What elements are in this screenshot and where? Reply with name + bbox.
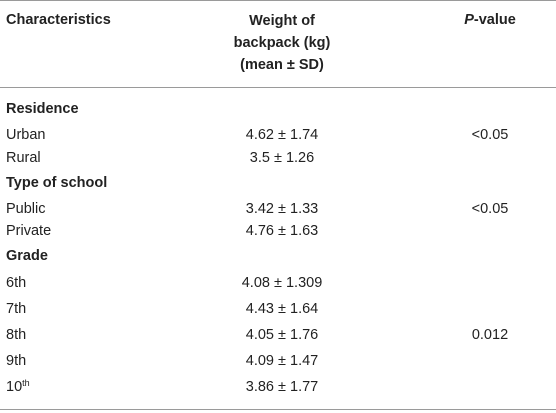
section-grade: Grade [6,248,48,264]
header-rule [0,87,556,88]
header-weight-line3: (mean ± SD) [240,57,324,73]
row-label-base: 10 [6,379,23,395]
row-weight: 3.86 ± 1.77 [245,379,319,395]
row-label: Private [6,223,52,239]
bottom-rule [0,409,556,410]
row-label-sup: th [22,378,30,388]
header-pvalue: P-value [440,12,540,29]
row-label: 9th [6,353,27,369]
row-weight: 3.5 ± 1.26 [249,150,315,166]
row-label: 7th [6,301,27,317]
row-pvalue: <0.05 [471,127,509,143]
row-weight: 4.43 ± 1.64 [245,301,319,317]
row-label: 10th [6,379,30,396]
header-pvalue-rest: -value [473,12,516,28]
row-weight: 4.76 ± 1.63 [245,223,319,239]
header-characteristics: Characteristics [6,12,111,28]
row-label: Public [6,201,46,217]
header-weight-line1: Weight of [249,13,315,29]
row-pvalue: 0.012 [471,327,509,343]
section-residence: Residence [6,101,79,117]
top-rule [0,0,556,1]
row-weight: 4.62 ± 1.74 [245,127,319,143]
header-weight: Weight of backpack (kg) (mean ± SD) [212,10,352,76]
row-weight: 3.42 ± 1.33 [245,201,319,217]
row-pvalue: <0.05 [471,201,509,217]
row-label: Urban [6,127,46,143]
row-weight: 4.05 ± 1.76 [245,327,319,343]
header-pvalue-italic: P [464,12,474,28]
row-weight: 4.08 ± 1.309 [241,275,323,291]
row-label: 6th [6,275,27,291]
header-weight-line2: backpack (kg) [233,35,331,51]
row-label: 8th [6,327,27,343]
section-type-of-school: Type of school [6,175,108,191]
row-weight: 4.09 ± 1.47 [245,353,319,369]
row-label: Rural [6,150,41,166]
